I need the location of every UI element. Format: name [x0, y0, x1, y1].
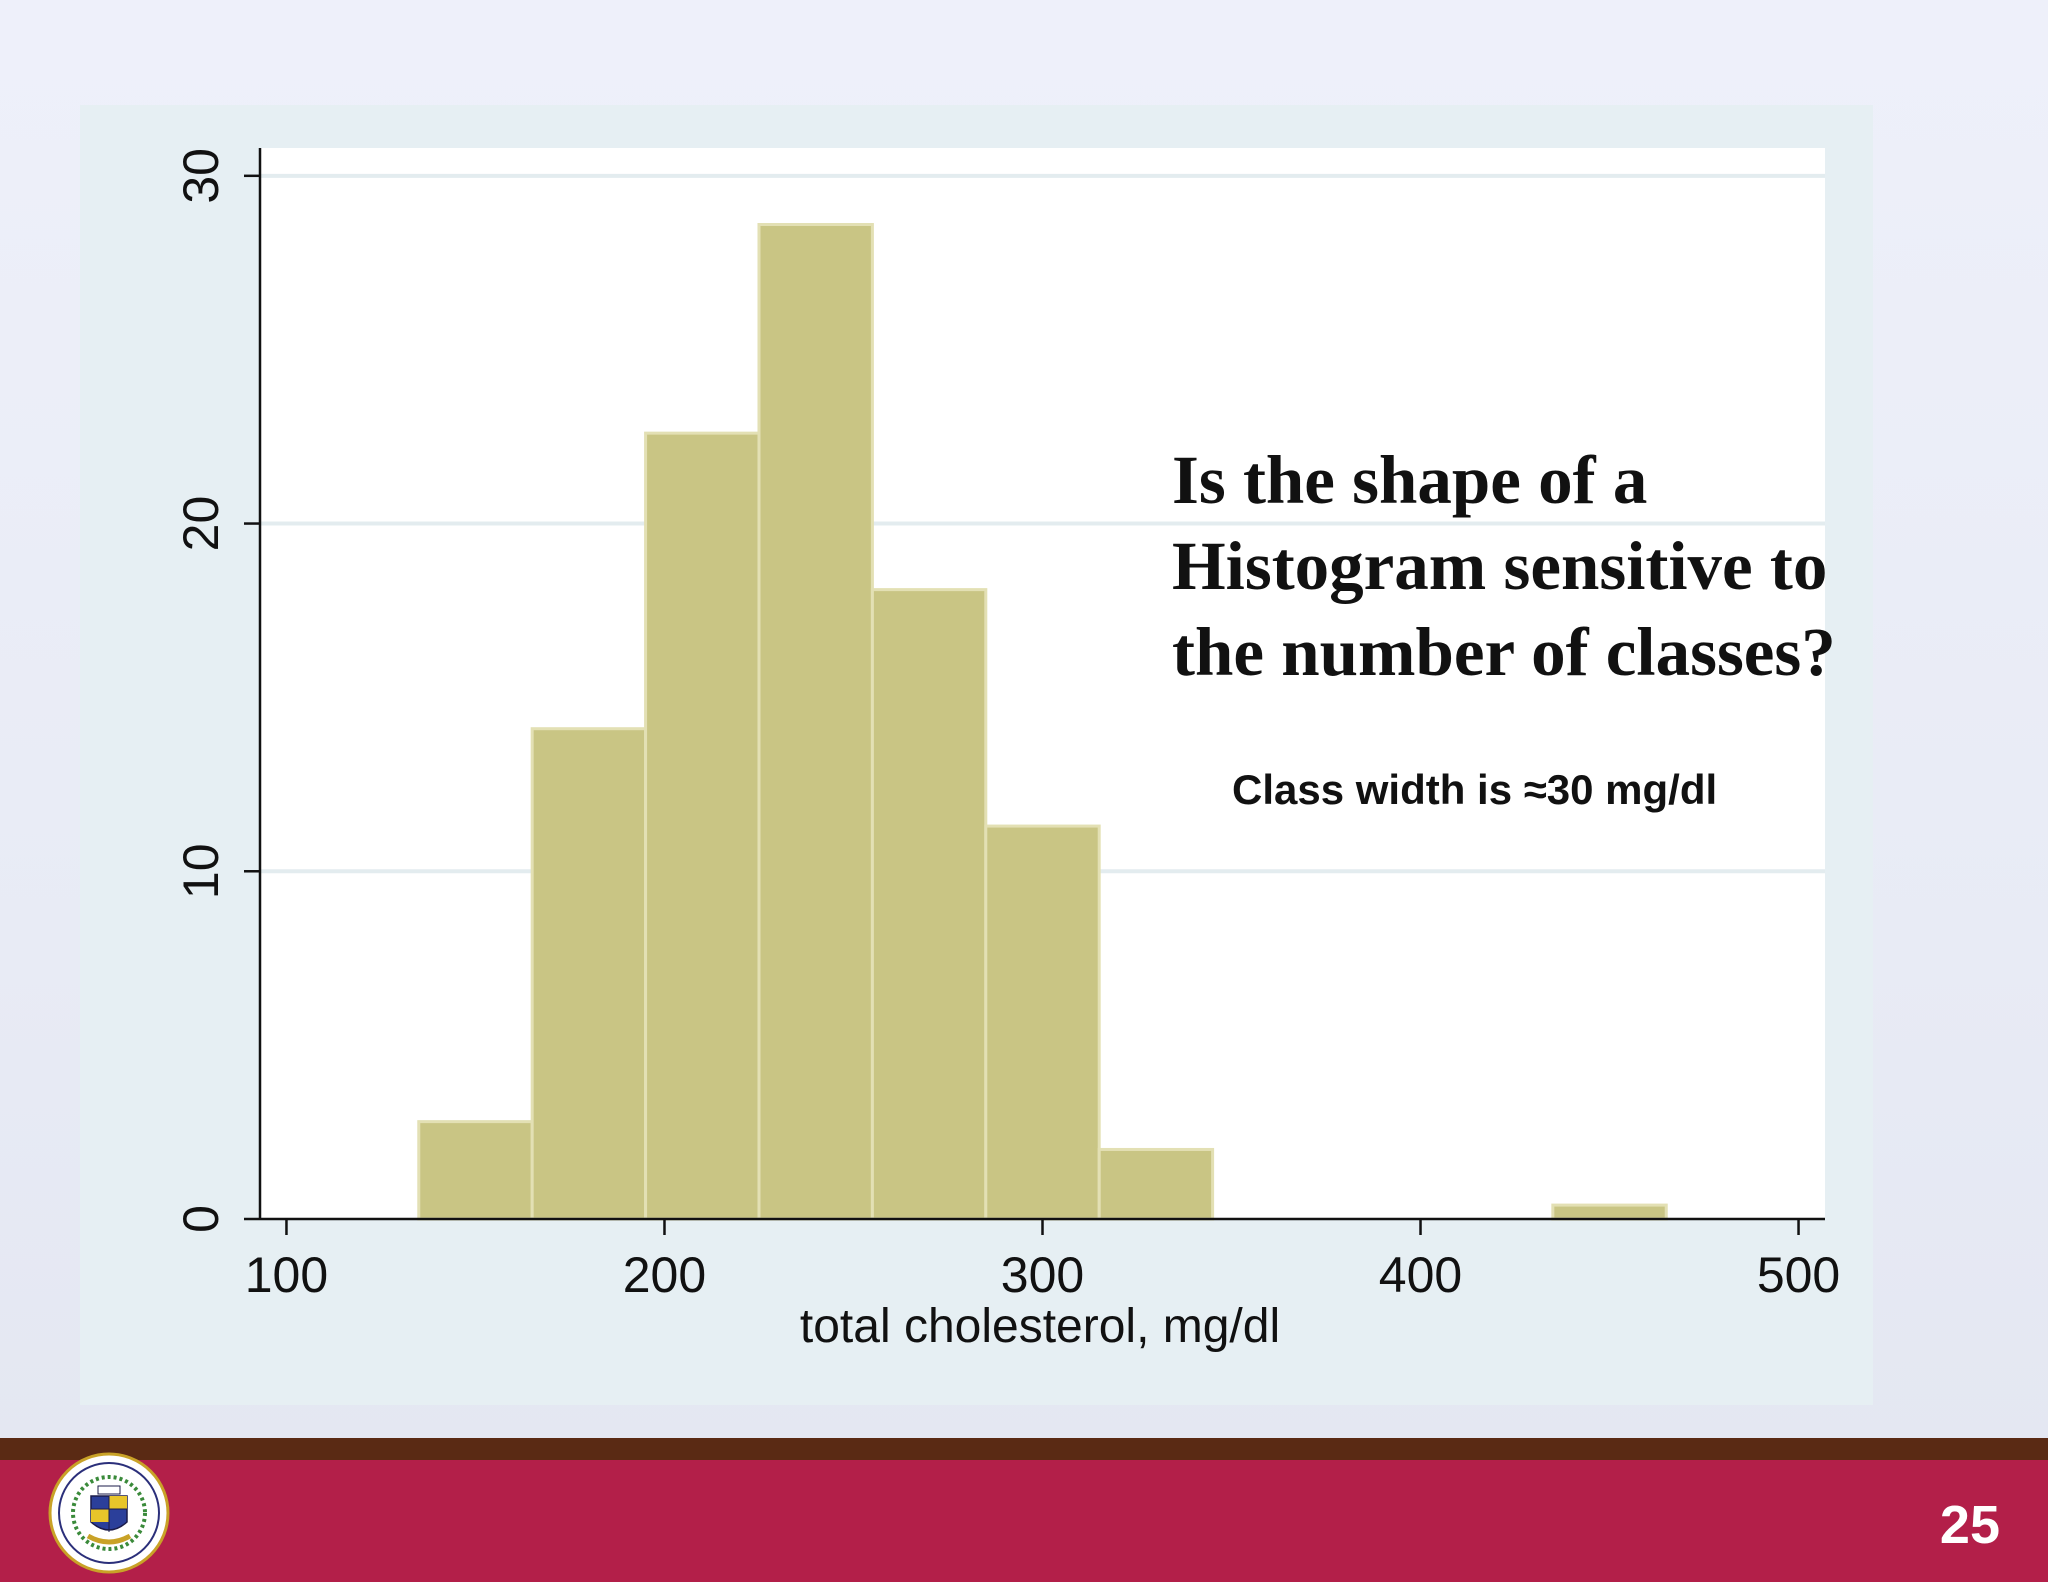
question-line-1: Is the shape of a — [1172, 442, 1648, 518]
x-tick-label-500: 500 — [1757, 1247, 1840, 1303]
footer-bar — [0, 1460, 2048, 1582]
histogram-bars — [417, 223, 1668, 1221]
slide-number: 25 — [1939, 1495, 2000, 1555]
x-tick-label-200: 200 — [623, 1247, 706, 1303]
histogram-bar-2 — [530, 727, 648, 1221]
x-tick-label-400: 400 — [1379, 1247, 1462, 1303]
x-tick-label-300: 300 — [1001, 1247, 1084, 1303]
question-line-3: the number of classes? — [1172, 614, 1836, 690]
histogram-bar-7 — [1097, 1147, 1215, 1221]
tick-labels: 0 10 20 30 100 200 300 400 500 — [173, 148, 1840, 1303]
y-tick-label-0: 0 — [173, 1205, 229, 1233]
histogram-bar-3 — [644, 431, 761, 1221]
axes — [244, 148, 1825, 1235]
footer-strip — [0, 1438, 2048, 1462]
histogram-bar-5 — [870, 588, 988, 1221]
y-tick-label-20: 20 — [173, 496, 229, 552]
question-text: Is the shape of a Histogram sensitive to… — [1172, 437, 1992, 695]
x-tick-label-100: 100 — [245, 1247, 328, 1303]
university-seal-icon — [48, 1452, 170, 1574]
class-width-note: Class width is ≈30 mg/dl — [1232, 766, 1718, 813]
histogram-bar-6 — [984, 824, 1101, 1221]
y-tick-label-10: 10 — [173, 843, 229, 899]
histogram-bar-1 — [417, 1120, 534, 1221]
histogram-bar-4 — [757, 223, 874, 1221]
question-line-2: Histogram sensitive to — [1172, 528, 1828, 604]
histogram-chart: 0 10 20 30 100 200 300 400 500 total cholesterol… — [80, 105, 1873, 1405]
histogram-bar-8 — [1551, 1203, 1668, 1221]
x-axis-title: total cholesterol, mg/dl — [800, 1300, 1280, 1353]
y-tick-label-30: 30 — [173, 148, 229, 204]
